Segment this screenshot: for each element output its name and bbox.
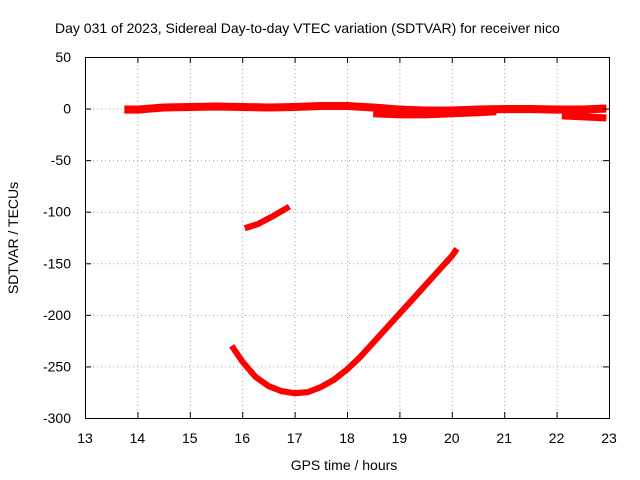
x-tick-label: 20 (444, 430, 460, 446)
y-tick-label: 0 (63, 101, 71, 117)
x-tick-label: 16 (234, 430, 250, 446)
x-tick-label: 15 (182, 430, 198, 446)
x-tick-label: 17 (287, 430, 303, 446)
y-tick-label: -100 (43, 204, 71, 220)
y-tick-label: -150 (43, 255, 71, 271)
plot-area (124, 101, 607, 397)
x-tick-label: 19 (392, 430, 408, 446)
chart-title: Day 031 of 2023, Sidereal Day-to-day VTE… (55, 20, 560, 36)
y-tick-label: -50 (51, 152, 71, 168)
x-tick-label: 23 (601, 430, 617, 446)
y-tick-label: -200 (43, 307, 71, 323)
x-tick-label: 18 (339, 430, 355, 446)
axis-ticks: 13 14 15 16 17 18 19 20 21 22 23 50 0 -50 -100 -150 -200… (43, 49, 617, 446)
x-tick-label: 14 (130, 430, 146, 446)
series-short-arc (243, 203, 291, 232)
x-tick-label: 13 (77, 430, 93, 446)
x-tick-label: 21 (496, 430, 512, 446)
series-offset-segment-2 (561, 112, 607, 122)
x-axis-label: GPS time / hours (291, 457, 398, 473)
series-main-band (124, 101, 607, 115)
series-offset-segment-1 (373, 108, 497, 119)
y-tick-label: -300 (43, 410, 71, 426)
y-axis-label: SDTVAR / TECUs (5, 182, 21, 294)
y-tick-label: -250 (43, 358, 71, 374)
x-tick-label: 22 (549, 430, 565, 446)
series-long-arc (229, 247, 460, 397)
y-tick-label: 50 (55, 49, 71, 65)
